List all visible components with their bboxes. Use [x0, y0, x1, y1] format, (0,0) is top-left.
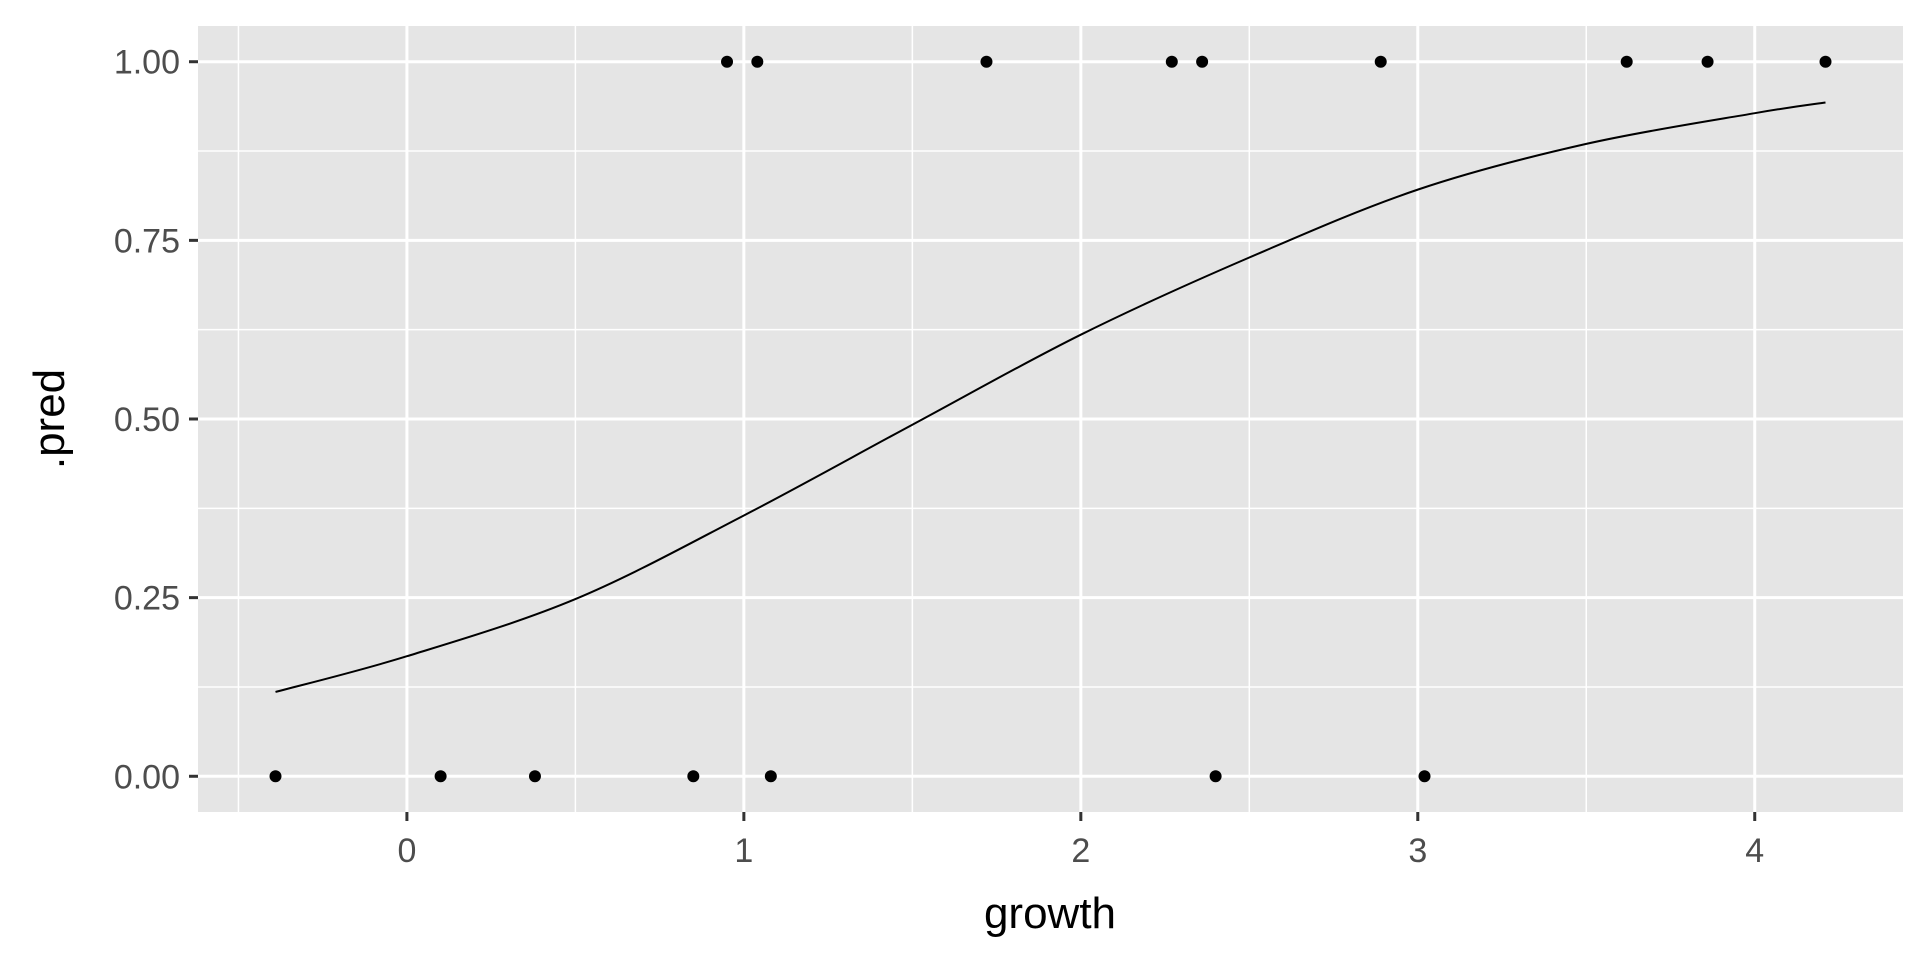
data-point: [1418, 770, 1431, 783]
data-point: [764, 770, 777, 783]
points-layer: [269, 55, 1832, 783]
x-axis-title: growth: [984, 889, 1116, 938]
data-point: [1819, 55, 1832, 68]
data-point: [721, 55, 734, 68]
x-tick-label: 1: [734, 832, 753, 870]
x-tick-label: 3: [1408, 832, 1427, 870]
y-tick-label: 0.75: [114, 222, 180, 260]
data-point: [687, 770, 700, 783]
data-point: [269, 770, 282, 783]
x-tick-label: 2: [1071, 832, 1090, 870]
data-point: [1165, 55, 1178, 68]
y-axis-title: .pred: [25, 369, 74, 469]
data-point: [1620, 55, 1633, 68]
y-tick-label: 0.00: [114, 758, 180, 796]
y-tick-label: 0.25: [114, 580, 180, 618]
data-point: [1196, 55, 1209, 68]
fitted-curve: [275, 101, 1826, 693]
x-tick-label: 0: [397, 832, 416, 870]
data-point: [528, 770, 541, 783]
data-point: [434, 770, 447, 783]
data-point: [1701, 55, 1714, 68]
data-point: [980, 55, 993, 68]
axis-ticks: 0 1 2 3 4 0.00 0.25 0.50 0.75 1.00: [114, 44, 1764, 870]
data-point: [1209, 770, 1222, 783]
y-tick-label: 1.00: [114, 44, 180, 82]
data-point: [1374, 55, 1387, 68]
fitted-curve-layer: [275, 101, 1826, 693]
data-point: [751, 55, 764, 68]
y-tick-label: 0.50: [114, 401, 180, 439]
x-tick-label: 4: [1745, 832, 1764, 870]
grid: [198, 26, 1903, 812]
